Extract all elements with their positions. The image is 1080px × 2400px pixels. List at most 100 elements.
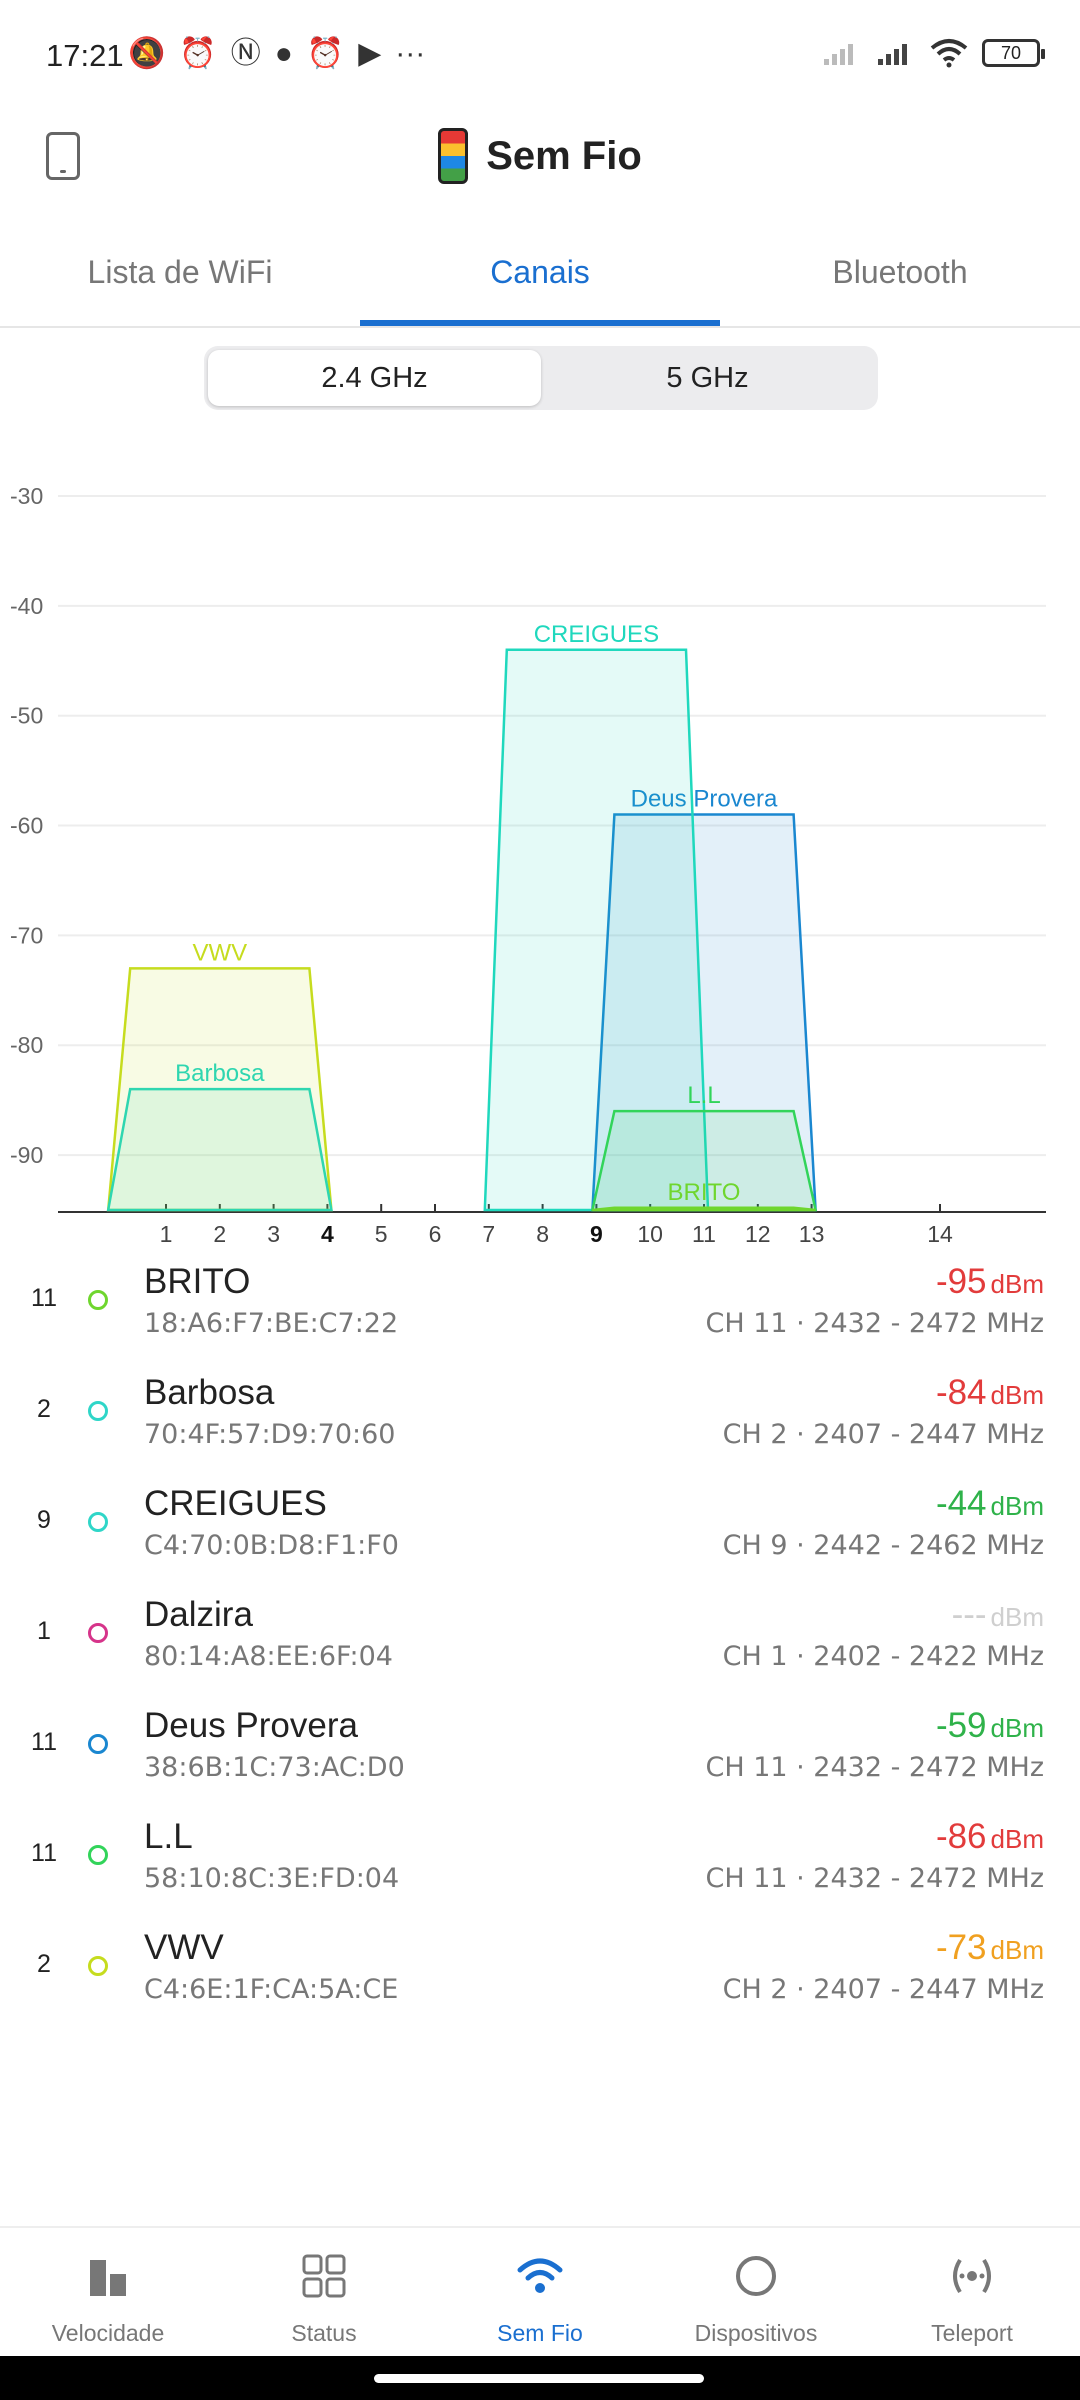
network-row[interactable]: 11 BRITO 18:A6:F7:BE:C7:22 -95 dBm CH 11 · 24… xyxy=(0,1262,1080,1373)
nav-status-label: Status xyxy=(291,2320,357,2346)
app-title-area: Sem Fio xyxy=(0,128,1080,184)
network-channel: 2 xyxy=(37,1950,51,1978)
tab-bluetooth[interactable]: Bluetooth xyxy=(832,254,968,290)
status-bar: 17:21 🔕 ⏰ Ⓝ ● ⏰ ▶ ··· 70 xyxy=(0,0,1080,110)
network-signal-value: -95 xyxy=(935,1262,987,1301)
network-signal-value: -59 xyxy=(935,1706,987,1745)
phone-icon[interactable] xyxy=(46,132,80,180)
wifi-icon xyxy=(517,2258,563,2293)
series-ll-label: L.L xyxy=(687,1082,720,1109)
network-signal-value: -73 xyxy=(935,1928,987,1967)
network-channel: 11 xyxy=(31,1839,57,1867)
nav-speed[interactable]: Velocidade xyxy=(0,2228,216,2356)
network-color-icon xyxy=(88,1734,108,1754)
network-frequency: CH 9 · 2442 - 2462 MHz xyxy=(722,1530,1044,1561)
network-row[interactable]: 1 Dalzira 80:14:A8:EE:6F:04 --- dBm CH 1 · 24… xyxy=(0,1595,1080,1706)
network-signal-unit: dBm xyxy=(990,1602,1044,1632)
network-bssid: 70:4F:57:D9:70:60 xyxy=(144,1419,396,1450)
network-signal: -86 dBm xyxy=(936,1817,1044,1857)
network-color-icon xyxy=(88,1845,108,1865)
x-tick-label: 7 xyxy=(482,1221,495,1247)
x-tick-label: 4 xyxy=(321,1221,334,1247)
nav-speed-label: Velocidade xyxy=(51,2320,165,2346)
devices-circle-icon xyxy=(736,2256,776,2296)
y-tick-label: -30 xyxy=(10,483,43,509)
network-signal-unit: dBm xyxy=(990,1713,1044,1743)
x-tick-label: 10 xyxy=(637,1221,663,1247)
network-frequency: CH 1 · 2402 - 2422 MHz xyxy=(722,1641,1044,1672)
series-vwv-label: VWV xyxy=(192,939,247,966)
series-deus-provera-label: Deus Provera xyxy=(631,786,778,813)
network-bssid: 58:10:8C:3E:FD:04 xyxy=(144,1863,400,1894)
network-channel: 9 xyxy=(37,1506,51,1534)
wifi-status-icon xyxy=(930,39,968,68)
network-signal: -73 dBm xyxy=(936,1928,1044,1968)
x-tick-label: 8 xyxy=(536,1221,549,1247)
network-row[interactable]: 9 CREIGUES C4:70:0B:D8:F1:F0 -44 dBm CH 9 · 2… xyxy=(0,1484,1080,1595)
network-color-icon xyxy=(88,1956,108,1976)
network-frequency: CH 2 · 2407 - 2447 MHz xyxy=(722,1419,1044,1450)
network-ssid: VWV xyxy=(144,1928,224,1967)
tab-channels[interactable]: Canais xyxy=(360,228,720,326)
x-tick-label: 5 xyxy=(375,1221,388,1247)
more-icon: ··· xyxy=(395,37,426,70)
app-logo-icon xyxy=(438,128,469,184)
network-signal-value: --- xyxy=(951,1595,987,1634)
network-signal-value: -86 xyxy=(935,1817,987,1856)
series-barbosa-area xyxy=(106,1087,333,1212)
alarm-icon: ⏰ xyxy=(179,37,217,70)
series-creigues-label: CREIGUES xyxy=(534,621,659,648)
network-channel: 11 xyxy=(31,1284,57,1312)
series-barbosa-label: Barbosa xyxy=(175,1060,265,1087)
y-tick-label: -50 xyxy=(10,703,43,729)
network-color-icon xyxy=(88,1401,108,1421)
network-frequency: CH 11 · 2432 - 2472 MHz xyxy=(705,1863,1044,1894)
network-signal-unit: dBm xyxy=(990,1269,1044,1299)
y-tick-label: -90 xyxy=(10,1142,43,1168)
x-tick-label: 13 xyxy=(799,1221,825,1247)
network-color-icon xyxy=(88,1290,108,1310)
network-signal-unit: dBm xyxy=(990,1380,1044,1410)
x-tick-label: 3 xyxy=(267,1221,280,1247)
tab-wifi-list[interactable]: Lista de WiFi xyxy=(87,254,273,290)
network-bssid: 80:14:A8:EE:6F:04 xyxy=(144,1641,393,1672)
network-row[interactable]: 2 Barbosa 70:4F:57:D9:70:60 -84 dBm CH 2 · 24… xyxy=(0,1373,1080,1484)
network-channel: 11 xyxy=(31,1728,57,1756)
network-ssid: CREIGUES xyxy=(144,1484,327,1523)
x-tick-label: 1 xyxy=(160,1221,173,1247)
band-5ghz-button[interactable]: 5 GHz xyxy=(666,362,749,394)
mute-icon: 🔕 xyxy=(128,37,166,70)
grid-icon xyxy=(302,2254,346,2298)
nav-status[interactable]: Status xyxy=(216,2228,432,2356)
x-tick-label: 14 xyxy=(927,1221,953,1247)
nfc-icon: Ⓝ xyxy=(230,37,261,70)
tab-bar: Lista de WiFi Canais Bluetooth xyxy=(0,228,1080,328)
nav-devices-label: Dispositivos xyxy=(694,2320,818,2346)
y-tick-label: -60 xyxy=(10,813,43,839)
system-icons: 70 xyxy=(822,38,1045,68)
network-row[interactable]: 11 L.L 58:10:8C:3E:FD:04 -86 dBm CH 11 · 2432… xyxy=(0,1817,1080,1928)
y-tick-label: -70 xyxy=(10,922,43,948)
nav-devices[interactable]: Dispositivos xyxy=(648,2228,864,2356)
network-color-icon xyxy=(88,1512,108,1532)
series-brito-label: BRITO xyxy=(668,1179,741,1206)
network-channel: 2 xyxy=(37,1395,51,1423)
y-tick-label: -40 xyxy=(10,593,43,619)
x-tick-label: 11 xyxy=(692,1221,716,1247)
network-channel: 1 xyxy=(37,1617,51,1645)
band-2-4ghz-button[interactable]: 2.4 GHz xyxy=(208,350,541,406)
notification-icons: 🔕 ⏰ Ⓝ ● ⏰ ▶ ··· xyxy=(128,36,425,72)
nav-wireless[interactable]: Sem Fio xyxy=(432,2228,648,2356)
nav-wireless-label: Sem Fio xyxy=(497,2320,583,2346)
network-signal-value: -84 xyxy=(935,1373,987,1412)
network-signal-unit: dBm xyxy=(990,1935,1044,1965)
nav-teleport[interactable]: Teleport xyxy=(864,2228,1080,2356)
youtube-icon: ▶ xyxy=(358,37,382,70)
home-gesture-pill[interactable] xyxy=(374,2374,704,2383)
app-bar: Sem Fio xyxy=(0,110,1080,230)
network-signal: -59 dBm xyxy=(936,1706,1044,1746)
app-title: Sem Fio xyxy=(486,133,642,178)
network-ssid: L.L xyxy=(144,1817,193,1856)
network-row[interactable]: 2 VWV C4:6E:1F:CA:5A:CE -73 dBm CH 2 · 2407 -… xyxy=(0,1928,1080,2039)
network-row[interactable]: 11 Deus Provera 38:6B:1C:73:AC:D0 -59 dBm CH … xyxy=(0,1706,1080,1817)
